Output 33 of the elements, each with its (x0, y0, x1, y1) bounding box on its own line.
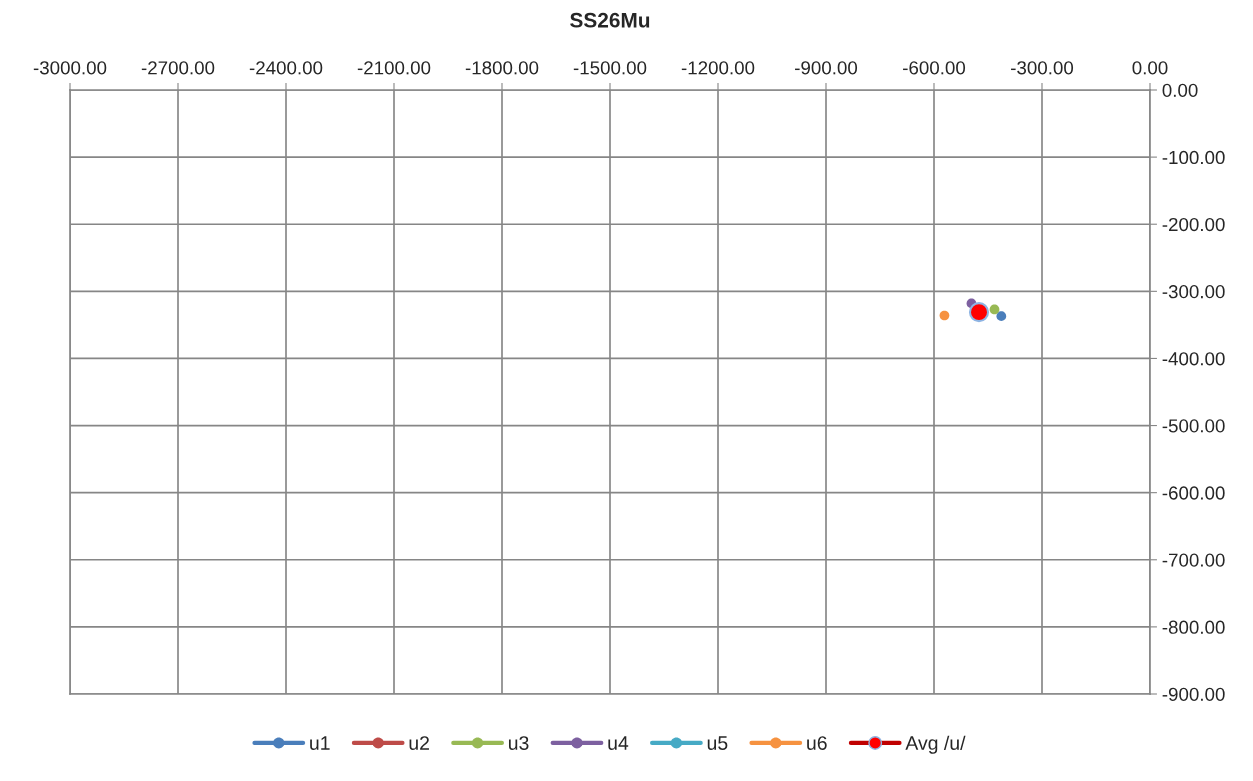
legend-label: u6 (807, 736, 827, 750)
y-tick-label: -100.00 (1162, 150, 1225, 165)
y-tick-label: 0.00 (1162, 83, 1198, 97)
point (939, 310, 950, 321)
x-tick-label: -2100.00 (357, 61, 431, 75)
legend-label: u1 (310, 736, 330, 750)
legend-label: u5 (707, 736, 728, 750)
y-tick-label: -500.00 (1162, 419, 1225, 433)
point (989, 304, 1000, 315)
x-tick-label: -600.00 (903, 61, 966, 75)
y-tick-label: -400.00 (1162, 352, 1225, 366)
x-tick-label: -2700.00 (141, 61, 215, 75)
point (996, 311, 1007, 322)
x-tick-label: -1500.00 (573, 61, 647, 75)
x-tick-label: -900.00 (795, 61, 858, 75)
legend-label: u3 (508, 736, 529, 750)
y-tick-label: -600.00 (1162, 486, 1225, 500)
x-tick-label: 0.00 (1132, 61, 1168, 75)
x-tick-label: -2400.00 (249, 61, 323, 75)
x-tick-label: -300.00 (1011, 61, 1074, 75)
chart-title: SS26Mu (570, 12, 650, 28)
x-tick-label: -1200.00 (681, 61, 755, 75)
y-tick-label: -300.00 (1162, 285, 1225, 299)
y-tick-label: -900.00 (1162, 687, 1225, 701)
x-tick-label: -3000.00 (33, 61, 107, 75)
y-tick-label: -200.00 (1162, 217, 1225, 232)
legend-label: Avg /u/ (905, 735, 966, 754)
y-tick-label: -800.00 (1162, 620, 1225, 634)
point (968, 302, 990, 323)
x-tick-label: -1800.00 (465, 61, 539, 75)
legend-label: u4 (608, 736, 629, 750)
legend-label: u2 (409, 736, 429, 750)
y-tick-label: -700.00 (1162, 553, 1225, 567)
